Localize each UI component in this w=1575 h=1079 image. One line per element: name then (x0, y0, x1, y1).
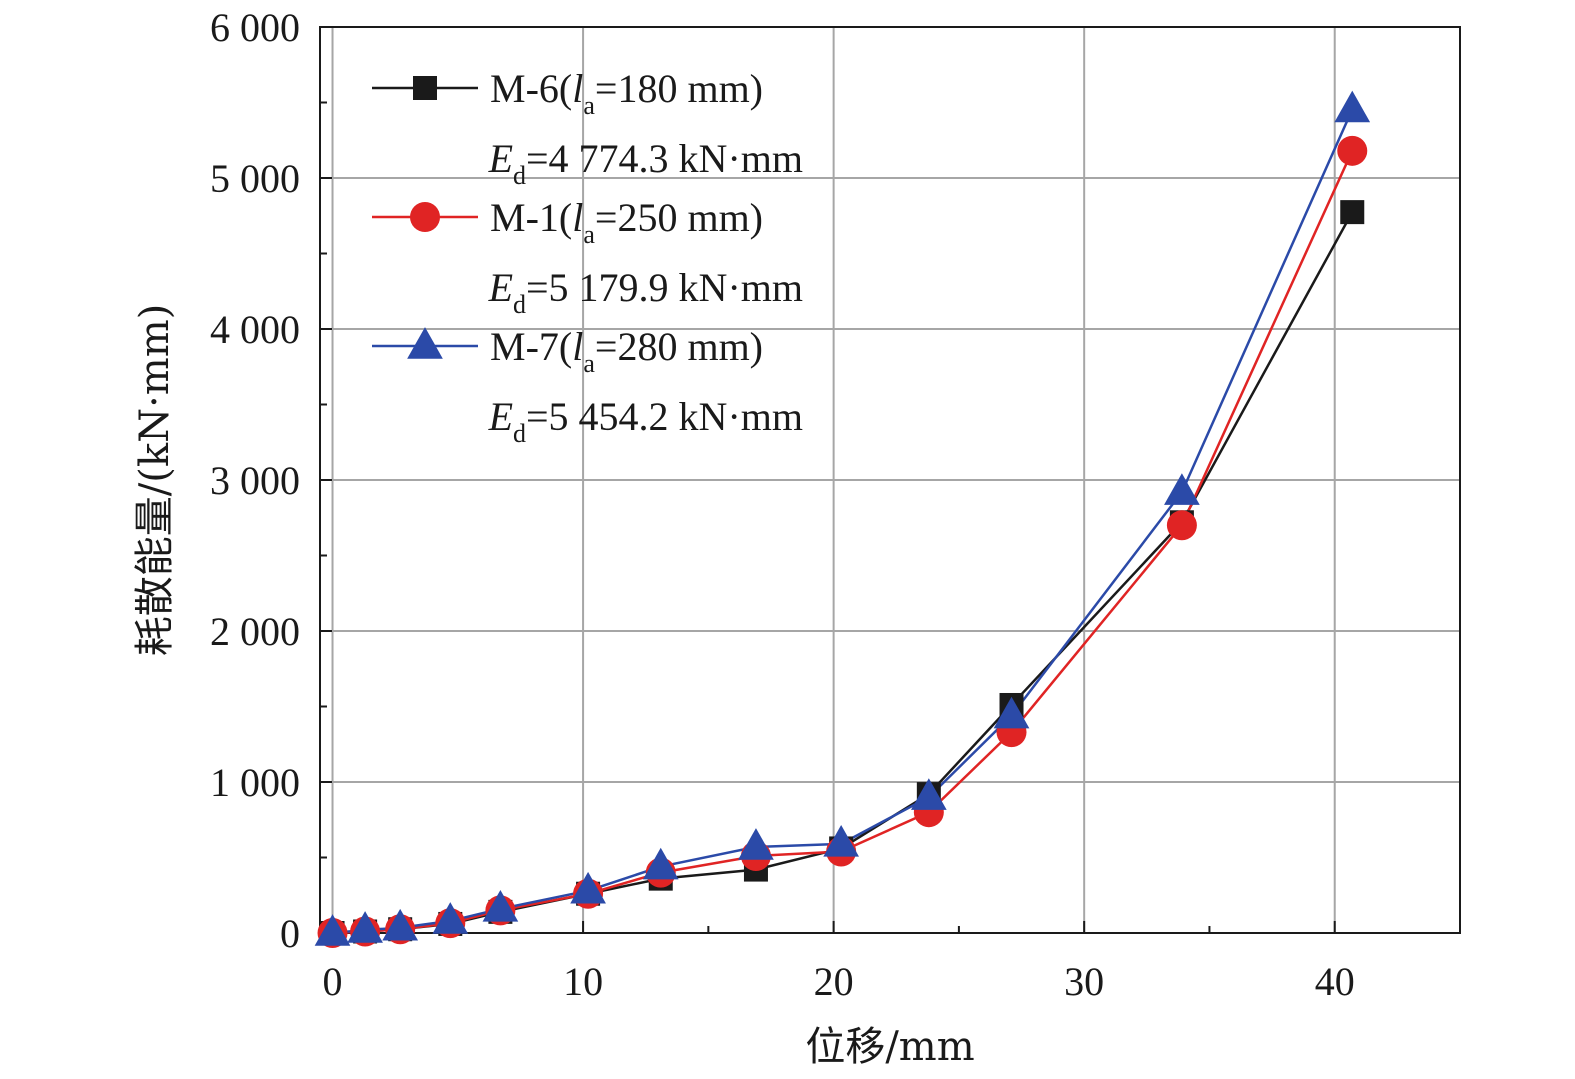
x-tick-label: 40 (1315, 959, 1355, 1004)
y-tick-label: 5 000 (210, 156, 300, 201)
data-point-m-6 (1340, 200, 1365, 225)
data-point-m-7 (432, 902, 469, 934)
data-point-m-7 (642, 847, 679, 880)
data-point-m-7 (482, 889, 519, 922)
y-tick-label: 4 000 (210, 307, 300, 352)
data-point-m-7 (570, 871, 606, 904)
legend-energy-m-6: Ed=4 774.3 kN·mm (488, 136, 803, 190)
y-tick-label: 2 000 (210, 609, 300, 654)
data-point-m-7 (1164, 473, 1200, 505)
legend-energy-m-7: Ed=5 454.2 kN·mm (488, 394, 803, 448)
legend-label-m-7: M-7(la=280 mm) (490, 324, 763, 378)
y-tick-label: 1 000 (210, 760, 300, 805)
data-point-m-7 (910, 778, 947, 810)
legend-label-m-1: M-1(la=250 mm) (490, 195, 763, 249)
y-axis-title: 耗散能量/(kN·mm) (132, 304, 178, 657)
plot-frame (319, 26, 1461, 934)
x-tick-label: 10 (563, 959, 603, 1004)
legend-label-m-6: M-6(la=180 mm) (490, 66, 763, 120)
legend-energy-m-1: Ed=5 179.9 kN·mm (488, 265, 803, 319)
data-point-m-1 (1166, 510, 1197, 541)
x-tick-label: 0 (323, 959, 343, 1004)
data-point-m-7 (738, 828, 774, 860)
data-point-m-7 (1334, 90, 1371, 123)
legend-marker-m-7 (407, 327, 443, 359)
legend-marker-m-6 (413, 76, 437, 100)
data-point-m-7 (382, 908, 419, 941)
grid-lines (320, 27, 1460, 933)
x-axis-tick-labels: 0 10 20 30 40 (323, 959, 1355, 1004)
data-point-m-7 (347, 911, 383, 943)
x-tick-label: 30 (1064, 959, 1104, 1004)
series-markers (314, 90, 1371, 948)
data-point-m-1 (1337, 135, 1368, 166)
y-axis-tick-labels: 0 1 000 2 000 3 000 4 000 5 000 6 000 (210, 5, 300, 956)
legend: M-6(la=180 mm) Ed=4 774.3 kN·mmM-1(la=250… (372, 66, 803, 448)
x-tick-label: 20 (814, 959, 854, 1004)
data-point-m-7 (993, 696, 1030, 729)
x-axis-title: 位移/mm (805, 1024, 974, 1070)
y-tick-label: 6 000 (210, 5, 300, 50)
legend-marker-m-1 (410, 202, 440, 232)
y-tick-label: 0 (280, 911, 300, 956)
data-point-m-7 (314, 914, 351, 946)
data-point-m-7 (823, 825, 859, 857)
y-tick-label: 3 000 (210, 458, 300, 503)
